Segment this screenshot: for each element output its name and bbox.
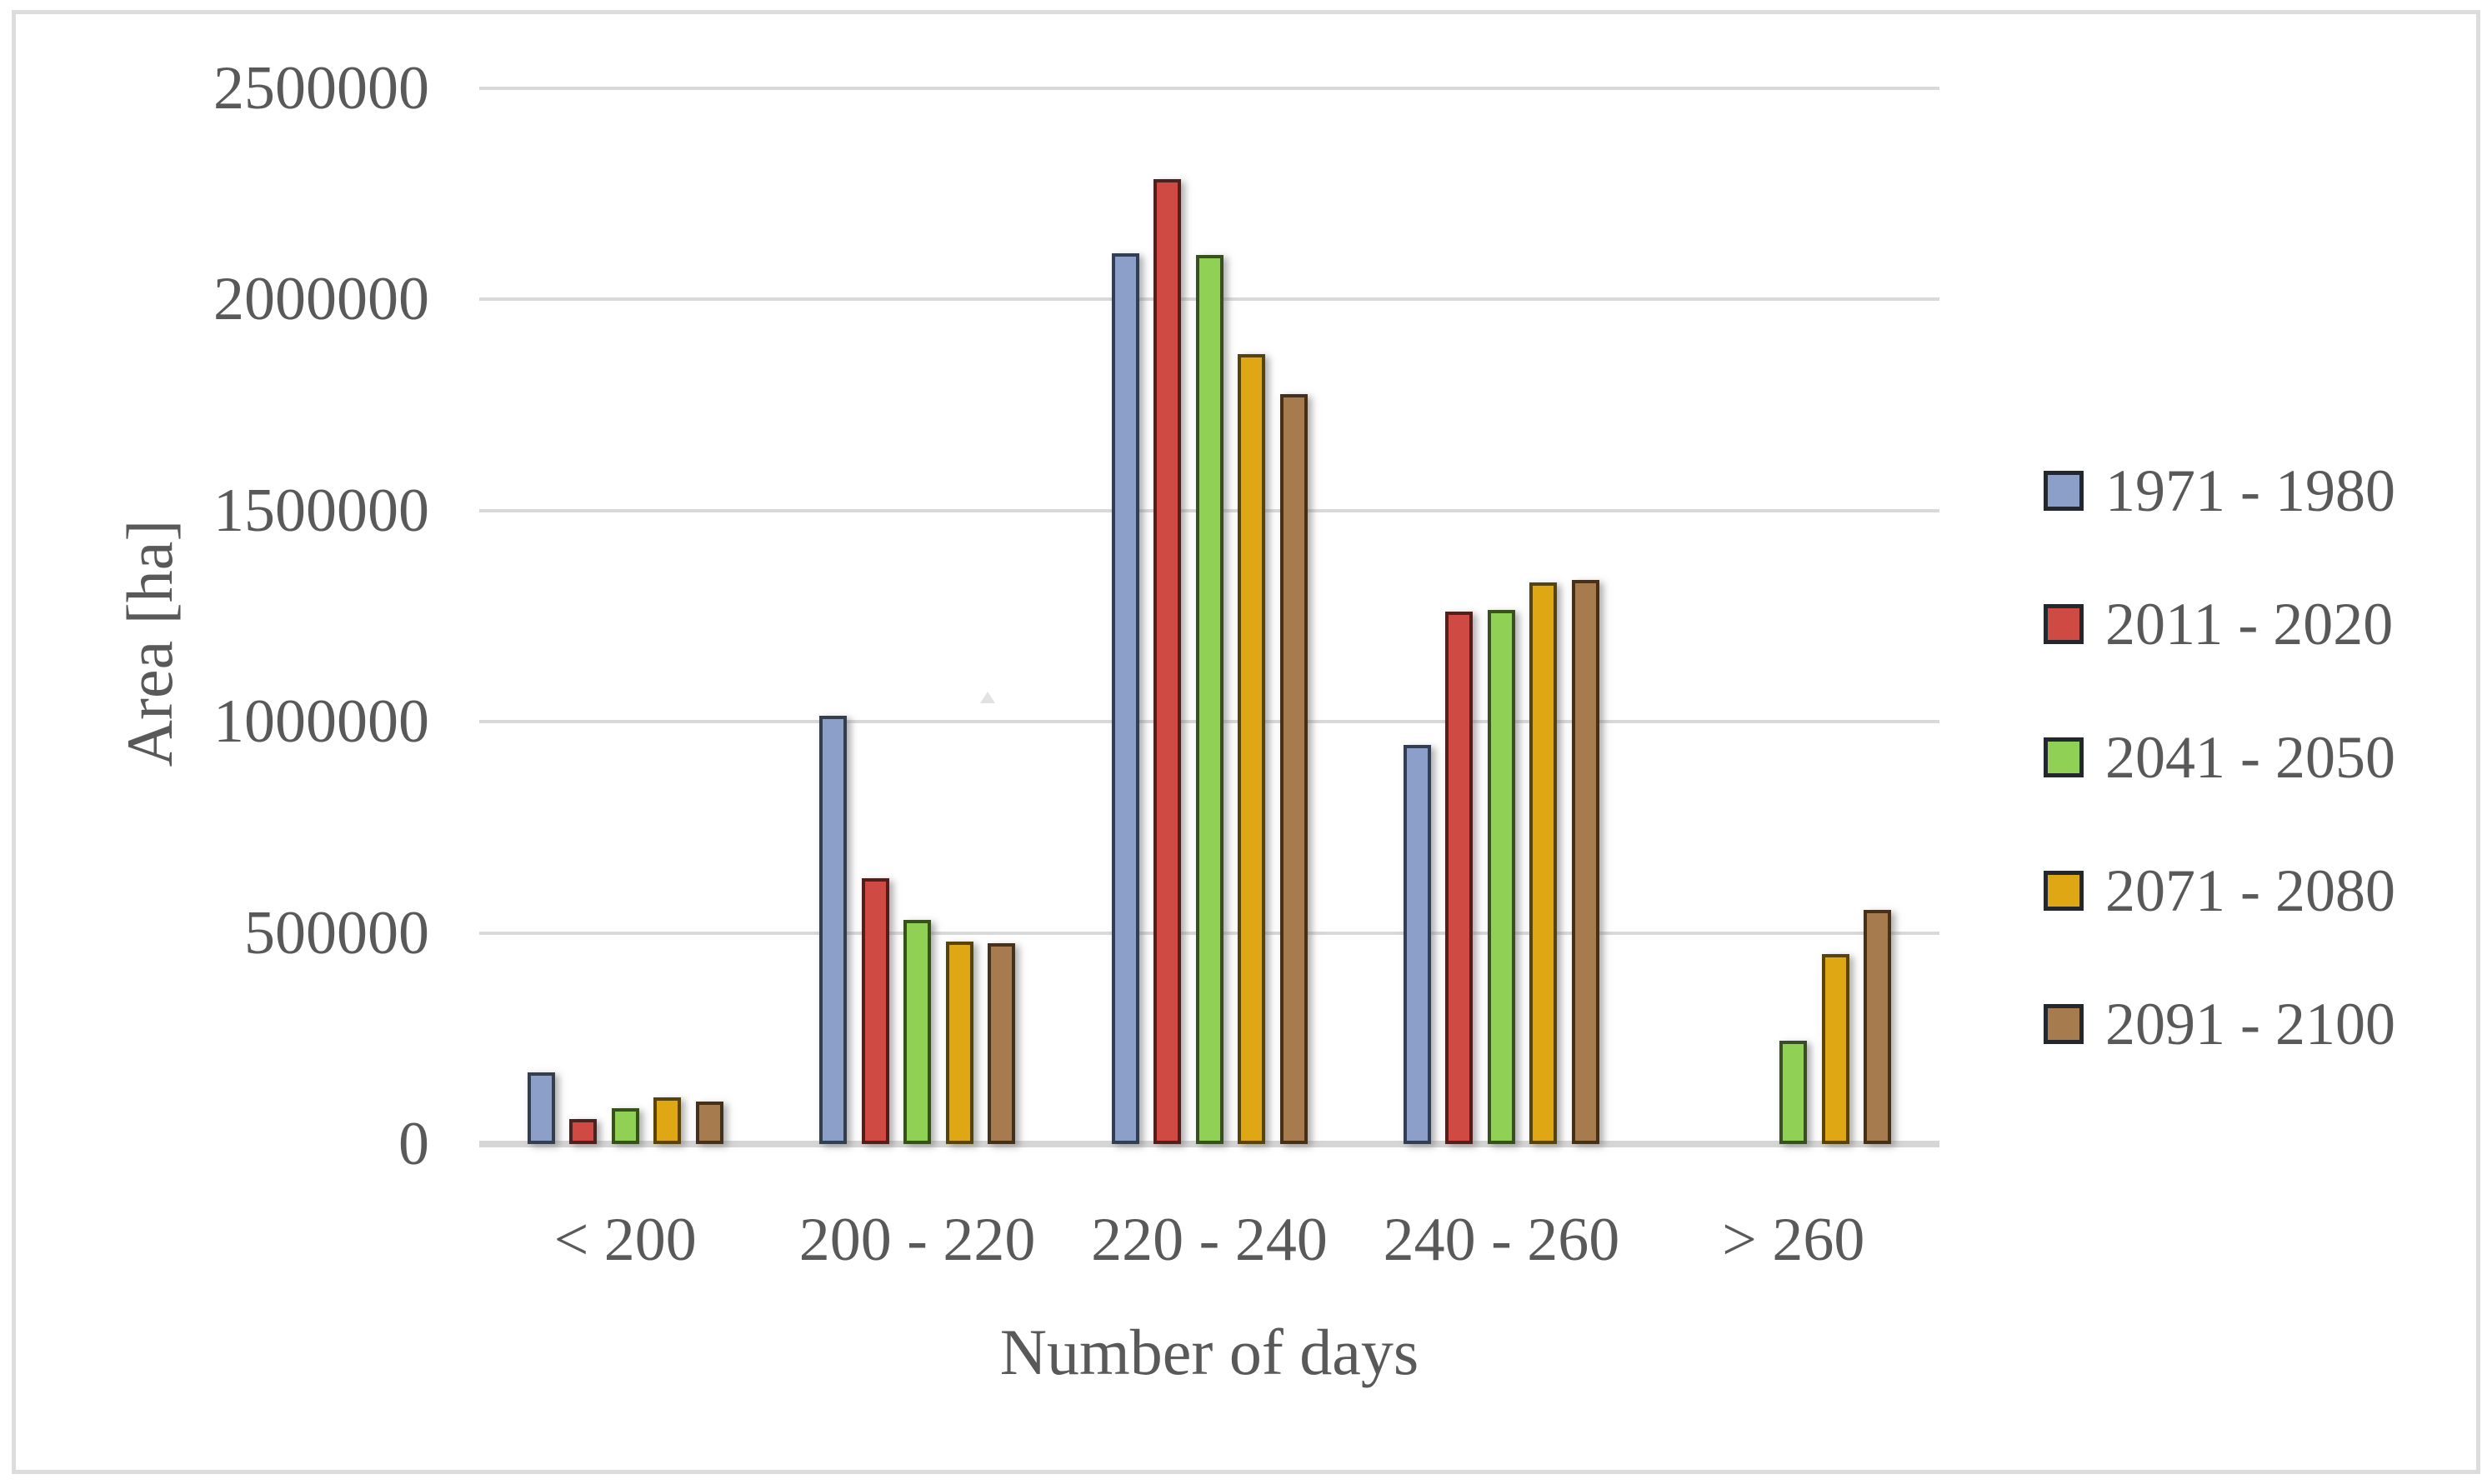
y-tick-label: 2000000	[213, 265, 429, 334]
bar-2091-2100-240-260	[1571, 580, 1599, 1144]
bar-2041-2050-200-220	[903, 920, 932, 1144]
y-tick-label: 500000	[244, 898, 429, 967]
y-tick-label: 0	[398, 1110, 429, 1178]
x-axis-line	[479, 1141, 1939, 1147]
bar-2071-2080-<200	[653, 1097, 682, 1144]
legend-label: 1971 - 1980	[2105, 457, 2395, 524]
bar-2011-2020-220-240	[1153, 178, 1181, 1144]
bar-2011-2020-200-220	[861, 877, 889, 1144]
bar-2091-2100-220-240	[1279, 394, 1308, 1144]
bar-1971-1980-220-240	[1111, 252, 1139, 1144]
x-tick-label: 220 - 240	[1091, 1206, 1328, 1274]
bar-2041-2050-220-240	[1195, 255, 1223, 1144]
x-tick-label: 200 - 220	[798, 1206, 1036, 1274]
chart-frame-border	[12, 10, 2480, 1474]
legend-item: 2041 - 2050	[2044, 722, 2395, 793]
bar-2071-2080-200-220	[945, 941, 973, 1144]
bar-2011-2020-240-260	[1445, 612, 1474, 1144]
bar-1971-1980-200-220	[819, 715, 848, 1144]
bar-2091-2100-200-220	[988, 943, 1016, 1144]
legend: 1971 - 1980 2011 - 2020 2041 - 2050 2071 - …	[2044, 455, 2395, 1122]
legend-swatch-icon	[2044, 1004, 2084, 1044]
legend-label: 2011 - 2020	[2105, 590, 2394, 657]
y-tick-label: 1000000	[213, 687, 429, 757]
y-axis-title: Area [ha]	[113, 519, 186, 767]
x-tick-label: < 200	[553, 1206, 697, 1274]
legend-item: 2071 - 2080	[2044, 855, 2395, 927]
bar-2041-2050-<200	[611, 1107, 639, 1144]
bar-2071-2080-240-260	[1529, 582, 1558, 1144]
legend-label: 2071 - 2080	[2105, 857, 2395, 924]
legend-item: 2091 - 2100	[2044, 988, 2395, 1060]
legend-label: 2041 - 2050	[2105, 723, 2395, 791]
bar-2091-2100->260	[1864, 909, 1892, 1144]
legend-swatch-icon	[2044, 737, 2084, 777]
bar-2071-2080->260	[1821, 953, 1849, 1144]
legend-label: 2091 - 2100	[2105, 990, 2395, 1057]
bar-1971-1980-<200	[527, 1072, 555, 1144]
legend-item: 2011 - 2020	[2044, 588, 2395, 660]
bar-2041-2050-240-260	[1487, 609, 1515, 1144]
bar-2091-2100-<200	[695, 1102, 723, 1144]
bar-2071-2080-220-240	[1238, 354, 1265, 1144]
legend-swatch-icon	[2044, 604, 2084, 644]
gridline	[479, 87, 1939, 90]
x-axis-title: Number of days	[999, 1316, 1419, 1388]
x-tick-label: > 260	[1722, 1206, 1865, 1274]
y-tick-label: 1500000	[213, 476, 429, 545]
bar-2011-2020-<200	[569, 1118, 598, 1144]
legend-swatch-icon	[2044, 871, 2084, 911]
bar-2041-2050->260	[1779, 1040, 1808, 1144]
bar-1971-1980-240-260	[1403, 745, 1431, 1144]
legend-item: 1971 - 1980	[2044, 455, 2395, 527]
legend-swatch-icon	[2044, 471, 2084, 511]
x-tick-label: 240 - 260	[1383, 1206, 1620, 1274]
smudge-artifact	[980, 692, 995, 703]
y-tick-label: 2500000	[213, 54, 429, 122]
